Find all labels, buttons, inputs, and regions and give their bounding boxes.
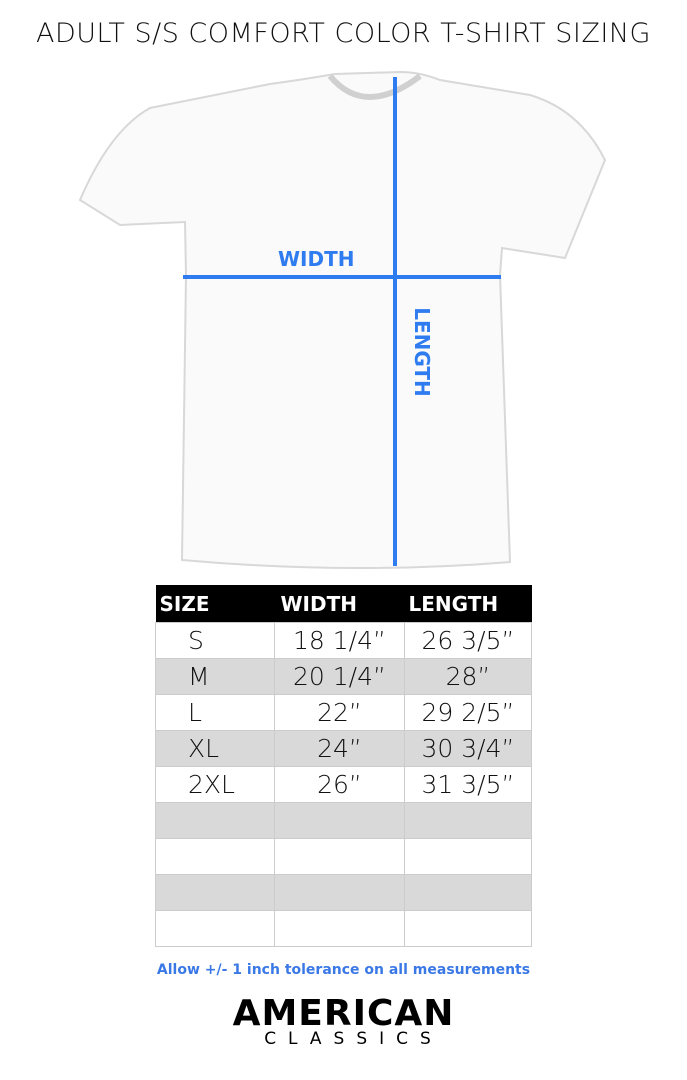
length-cell: 28” — [404, 658, 532, 695]
header-length: LENGTH — [404, 585, 532, 623]
width-cell — [274, 838, 405, 875]
width-cell: 24” — [274, 730, 405, 767]
width-cell: 26” — [274, 766, 405, 803]
table-row — [155, 838, 532, 875]
width-cell — [274, 874, 405, 911]
size-table: SIZE WIDTH LENGTH S 18 1/4” 26 3/5” M 20 1/4… — [155, 585, 532, 947]
width-cell: 22” — [274, 694, 405, 731]
length-cell: 26 3/5” — [404, 622, 532, 659]
table-row — [155, 802, 532, 839]
length-cell — [404, 802, 532, 839]
size-cell: S — [155, 622, 275, 659]
length-label: LENGTH — [410, 307, 434, 397]
table-row: S 18 1/4” 26 3/5” — [155, 622, 532, 659]
tolerance-note: Allow +/- 1 inch tolerance on all measur… — [156, 962, 531, 978]
length-cell: 30 3/4” — [404, 730, 532, 767]
size-cell: L — [155, 694, 275, 731]
size-cell: M — [155, 658, 275, 695]
size-cell — [155, 802, 275, 839]
logo-classics: CLASSICS — [264, 1029, 443, 1049]
table-row: 2XL 26” 31 3/5” — [155, 766, 532, 803]
length-cell — [404, 910, 532, 947]
table-row — [155, 874, 532, 911]
table-row — [155, 910, 532, 947]
width-label: WIDTH — [278, 247, 355, 271]
collar — [327, 73, 422, 100]
width-cell: 18 1/4” — [274, 622, 405, 659]
size-cell: 2XL — [155, 766, 275, 803]
page-title: ADULT S/S COMFORT COLOR T-SHIRT SIZING — [36, 18, 651, 49]
table-row: L 22” 29 2/5” — [155, 694, 532, 731]
logo-american: AMERICAN — [232, 993, 455, 1034]
size-cell — [155, 838, 275, 875]
size-cell — [155, 874, 275, 911]
width-cell — [274, 910, 405, 947]
tshirt-shape — [78, 70, 607, 570]
width-cell: 20 1/4” — [274, 658, 405, 695]
length-cell: 29 2/5” — [404, 694, 532, 731]
tshirt-diagram — [78, 70, 607, 570]
length-cell — [404, 838, 532, 875]
length-cell — [404, 874, 532, 911]
table-row: M 20 1/4” 28” — [155, 658, 532, 695]
width-cell — [274, 802, 405, 839]
size-cell: XL — [155, 730, 275, 767]
table-row: XL 24” 30 3/4” — [155, 730, 532, 767]
size-cell — [155, 910, 275, 947]
header-size: SIZE — [155, 585, 275, 623]
length-cell: 31 3/5” — [404, 766, 532, 803]
header-width: WIDTH — [274, 585, 405, 623]
